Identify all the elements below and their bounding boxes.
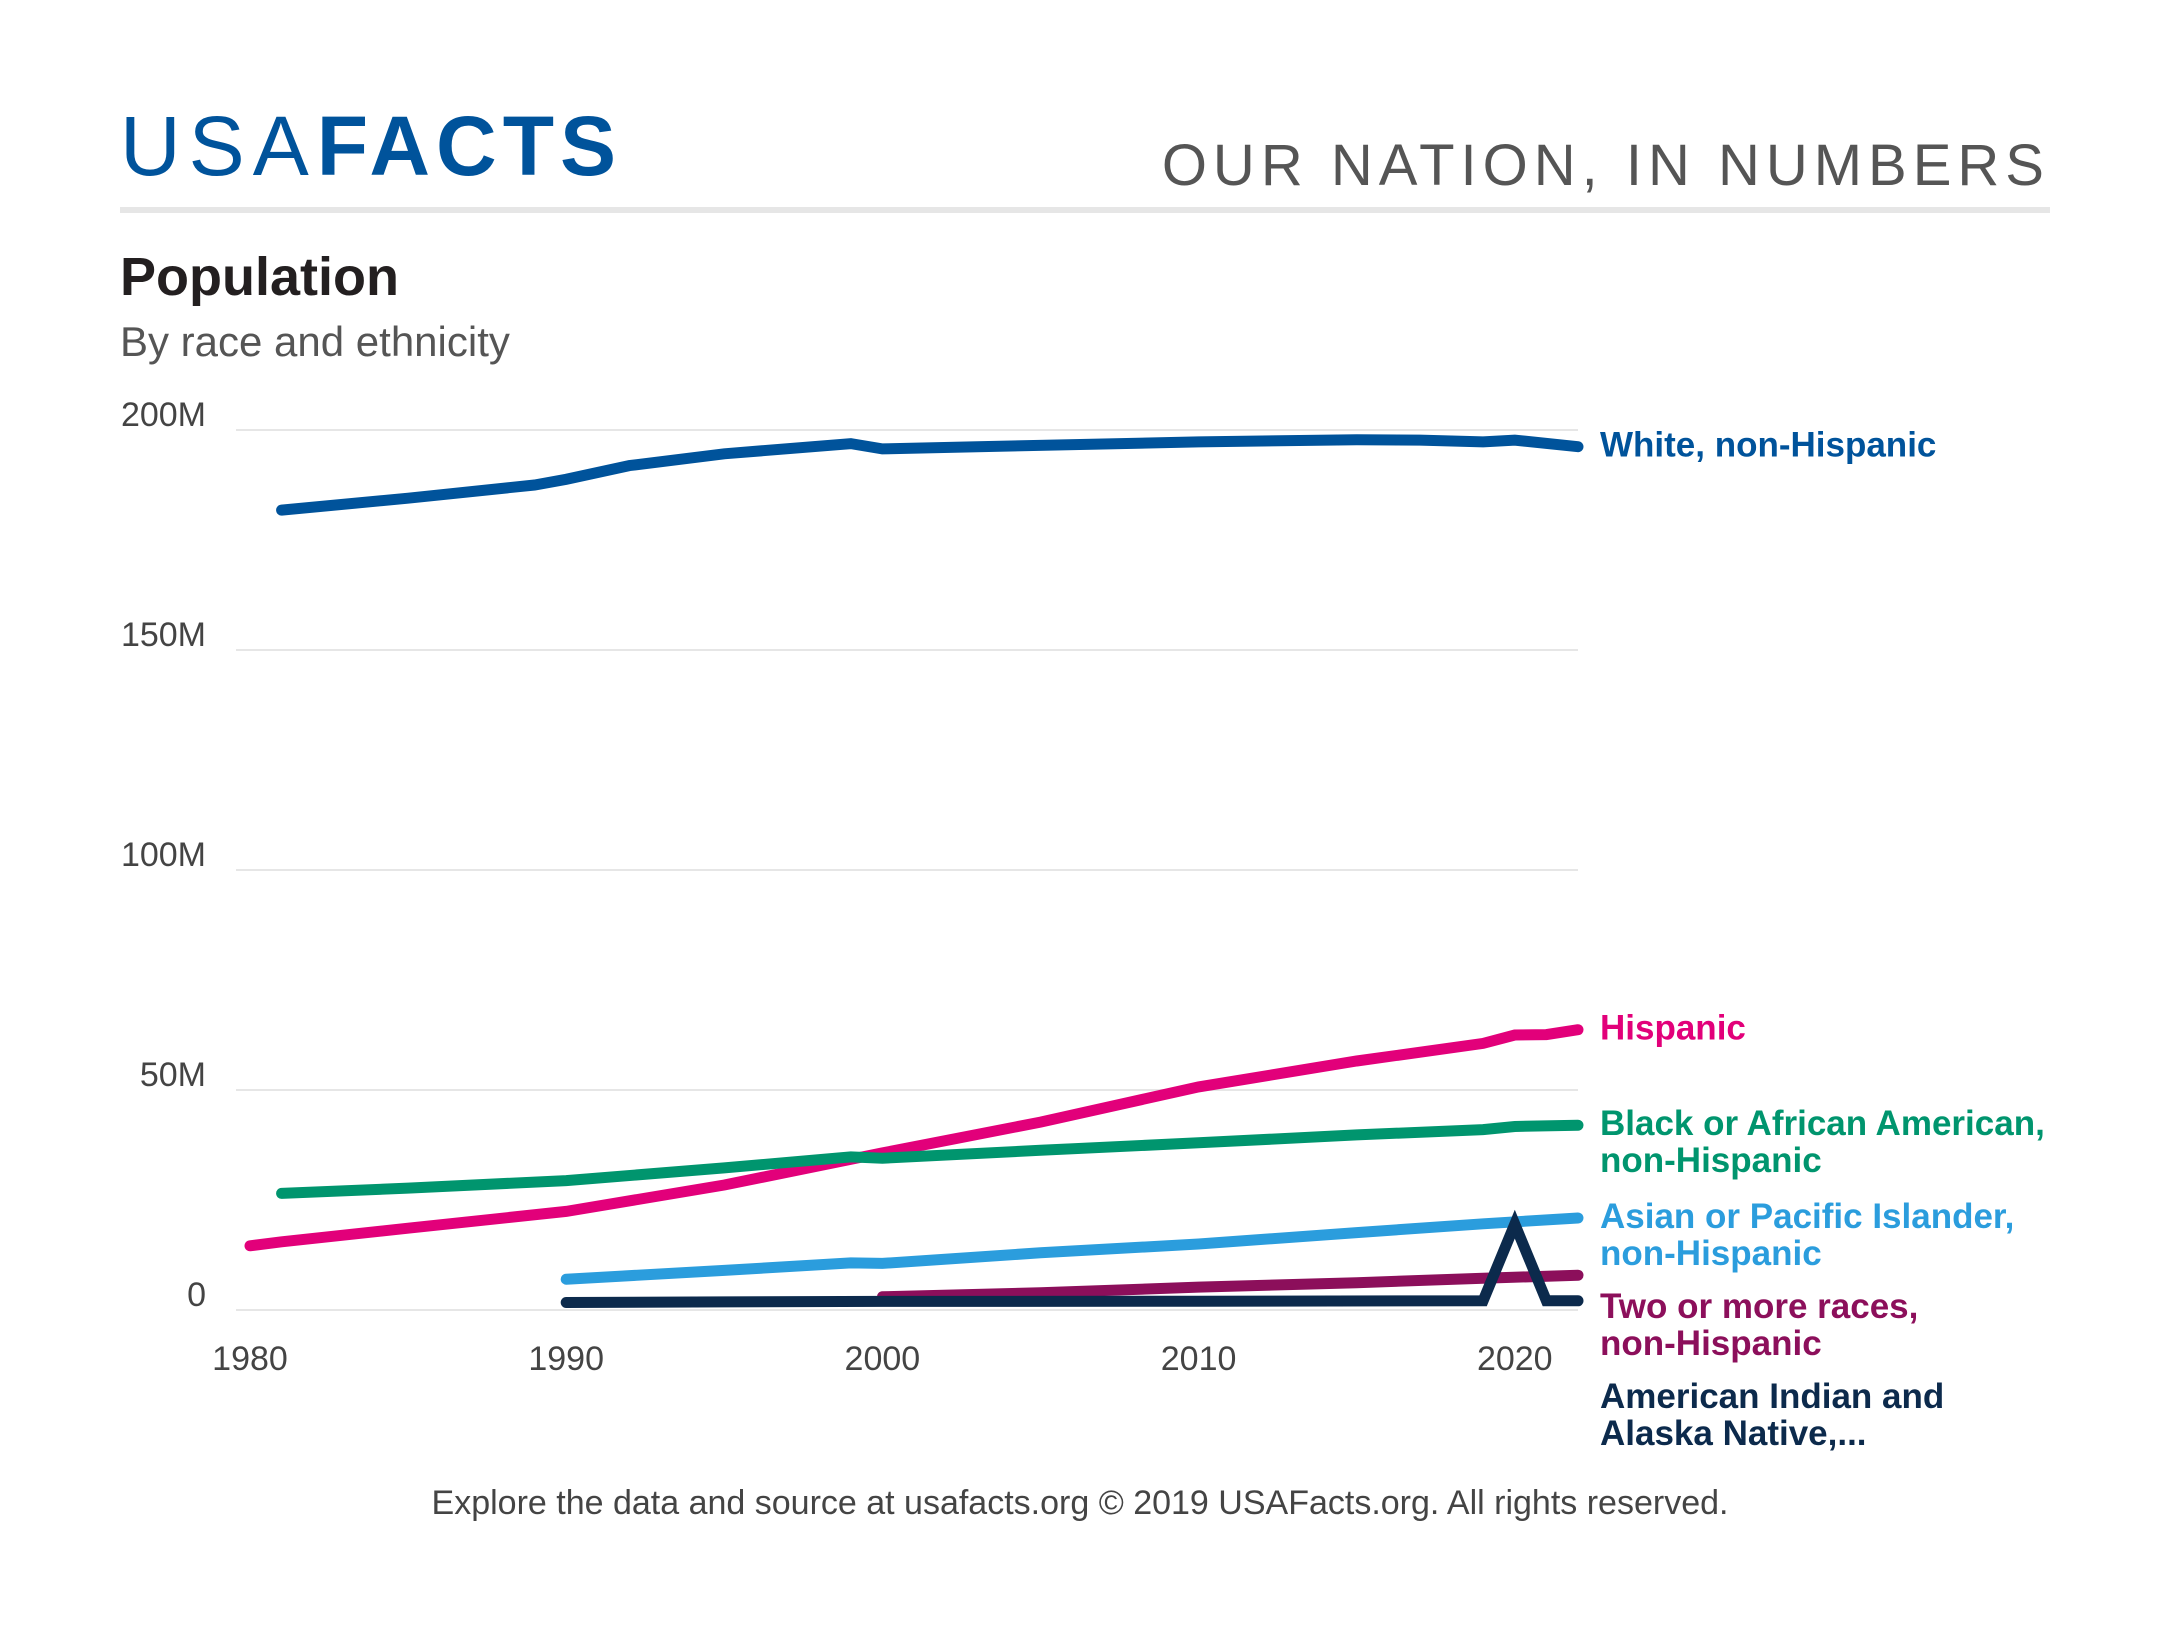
series-label-line: Black or African American, xyxy=(1600,1104,2045,1143)
y-tick-label: 0 xyxy=(187,1276,206,1314)
series-label: Hispanic xyxy=(1600,1009,1746,1048)
series-label-line: Two or more races, xyxy=(1600,1287,1918,1326)
series-label-line: Asian or Pacific Islander, xyxy=(1600,1197,2014,1236)
chart-subtitle: By race and ethnicity xyxy=(120,318,510,365)
series-lines xyxy=(244,434,1584,1308)
usafacts-logo[interactable]: USAFACTS xyxy=(120,104,622,188)
series-line xyxy=(876,1269,1584,1303)
gridlines xyxy=(236,429,1578,1311)
series-line xyxy=(560,1209,1584,1308)
header-divider xyxy=(120,207,2050,213)
series-line xyxy=(276,1119,1584,1199)
footer-credit: Explore the data and source at usafacts.… xyxy=(431,1484,1729,1522)
series-line xyxy=(244,1024,1584,1252)
series-label: Asian or Pacific Islander,non-Hispanic xyxy=(1600,1197,2014,1273)
y-tick-label: 50M xyxy=(140,1056,206,1094)
logo-light-text: USA xyxy=(120,99,317,193)
axis-tick-labels: 0 50M 100M 150M 200M 1980 1990 2000 2010 2020 xyxy=(121,396,1553,1378)
series-label-line: American Indian and xyxy=(1600,1377,1944,1416)
x-tick-label: 2020 xyxy=(1477,1340,1553,1378)
series-label: Two or more races,non-Hispanic xyxy=(1600,1287,1918,1363)
series-label-line: non-Hispanic xyxy=(1600,1234,1822,1273)
x-tick-label: 1990 xyxy=(528,1340,604,1378)
y-tick-label: 150M xyxy=(121,616,206,654)
x-tick-label: 2000 xyxy=(845,1340,921,1378)
series-line xyxy=(560,1212,1584,1285)
series-labels: White, non-Hispanic Hispanic Black or Afri… xyxy=(1600,426,2045,1453)
header-tagline: OUR NATION, IN NUMBERS xyxy=(1161,133,2050,198)
series-label-line: Hispanic xyxy=(1600,1009,1746,1048)
series-label-line: White, non-Hispanic xyxy=(1600,426,1936,465)
series-label-line: non-Hispanic xyxy=(1600,1141,1822,1180)
x-tick-label: 1980 xyxy=(212,1340,288,1378)
chart-title: Population xyxy=(120,247,399,307)
series-label-line: non-Hispanic xyxy=(1600,1324,1822,1363)
series-label: White, non-Hispanic xyxy=(1600,426,1936,465)
series-label: Black or African American,non-Hispanic xyxy=(1600,1104,2045,1180)
y-tick-label: 100M xyxy=(121,836,206,874)
y-tick-label: 200M xyxy=(121,396,206,434)
series-line xyxy=(276,434,1584,516)
series-label-line: Alaska Native,... xyxy=(1600,1414,1867,1453)
x-tick-label: 2010 xyxy=(1161,1340,1237,1378)
logo-bold-text: FACTS xyxy=(316,99,623,193)
